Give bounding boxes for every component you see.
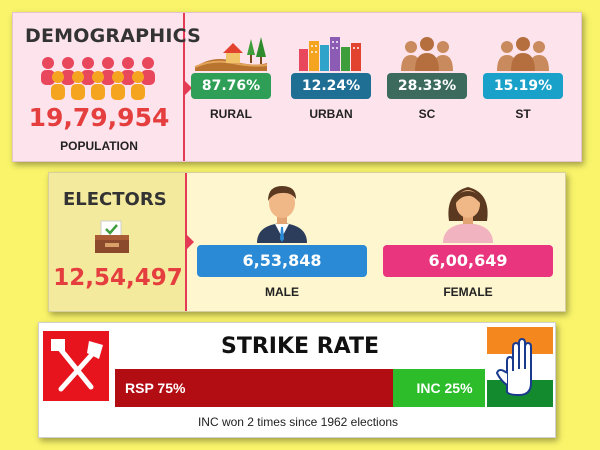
ballot-box-icon — [95, 220, 129, 253]
female-electors: 6,00,649 FEMALE — [383, 181, 553, 299]
electors-title: ELECTORS — [63, 189, 167, 210]
sc-label: SC — [418, 107, 436, 121]
population-section: DEMOGRAPHICS 19,79,954 POPULATION — [13, 13, 201, 161]
st-percent: 15.19% — [483, 73, 563, 99]
city-skyline-icon — [299, 37, 361, 71]
male-electors: 6,53,848 MALE — [197, 181, 367, 299]
rural-landscape-icon — [194, 37, 268, 71]
urban-percent: 12.24% — [291, 73, 371, 99]
stat-rural: 87.76% RURAL — [191, 35, 271, 121]
people-group-icon — [497, 37, 549, 71]
electors-total-value: 12,54,497 — [53, 265, 183, 291]
inc-hand-logo — [487, 327, 553, 407]
strike-rate-panel: STRIKE RATE RSP 75% INC 25% INC won 2 ti… — [38, 322, 556, 438]
stat-st: 15.19% ST — [483, 35, 563, 121]
rsp-bar-segment: RSP 75% — [115, 369, 393, 407]
demographics-panel: DEMOGRAPHICS 19,79,954 POPULATION — [12, 12, 582, 162]
electors-total-section: ELECTORS 12,54,497 — [49, 173, 194, 311]
rural-percent: 87.76% — [191, 73, 271, 99]
female-avatar-icon — [443, 187, 493, 243]
rsp-label: RSP 75% — [125, 380, 186, 396]
demographics-title: DEMOGRAPHICS — [25, 25, 202, 47]
rsp-spade-hammer-logo — [43, 331, 109, 401]
strike-rate-bar: RSP 75% INC 25% — [115, 369, 485, 407]
people-group-icon — [41, 57, 155, 100]
male-label: MALE — [265, 285, 299, 299]
male-value: 6,53,848 — [197, 245, 367, 277]
strike-rate-footnote: INC won 2 times since 1962 elections — [197, 415, 399, 429]
rural-label: RURAL — [210, 107, 252, 121]
people-group-icon — [401, 37, 453, 71]
male-avatar-icon — [257, 186, 307, 243]
population-value: 19,79,954 — [28, 103, 170, 132]
population-label: POPULATION — [60, 139, 138, 153]
inc-bar-segment: INC 25% — [392, 369, 485, 407]
urban-label: URBAN — [309, 107, 353, 121]
female-label: FEMALE — [443, 285, 493, 299]
stat-sc: 28.33% SC — [387, 35, 467, 121]
female-value: 6,00,649 — [383, 245, 553, 277]
inc-label: INC 25% — [416, 380, 473, 396]
stat-urban: 12.24% URBAN — [291, 35, 371, 121]
st-label: ST — [515, 107, 531, 121]
strike-rate-title: STRIKE RATE — [220, 334, 379, 359]
electors-panel: ELECTORS 12,54,497 6,53,848 MALE — [48, 172, 566, 312]
sc-percent: 28.33% — [387, 73, 467, 99]
